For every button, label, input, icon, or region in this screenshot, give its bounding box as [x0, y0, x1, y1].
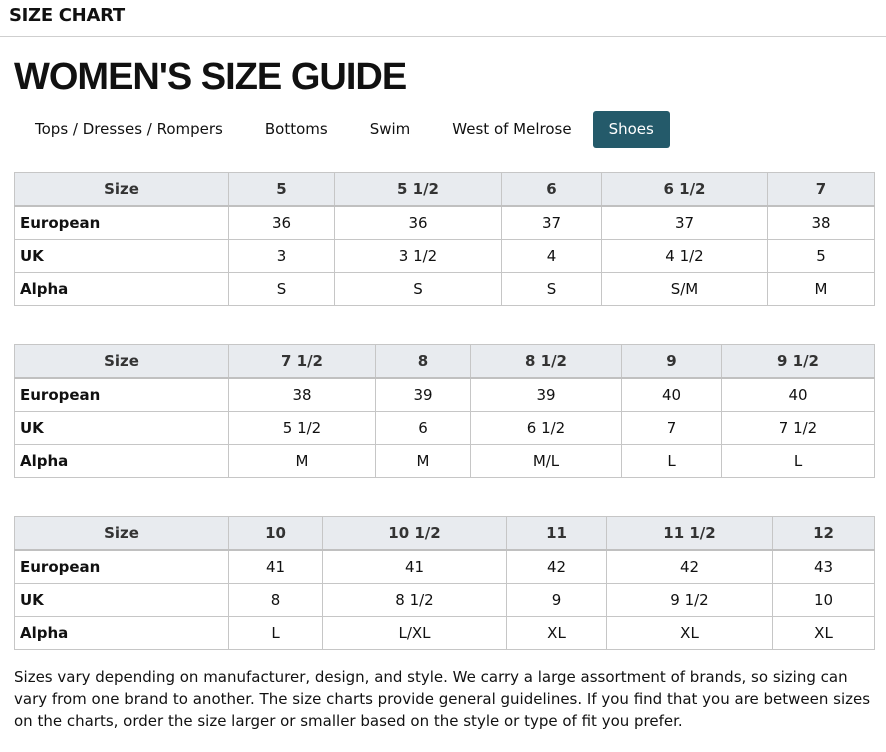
column-header: 7 1/2 [228, 344, 376, 379]
table-cell: L [621, 444, 722, 478]
table-cell: 7 [621, 411, 722, 445]
table-header-row: Size 10 10 1/2 11 11 1/2 12 [14, 516, 875, 551]
table-row: UK 5 1/2 6 6 1/2 7 7 1/2 [14, 411, 875, 445]
table-cell: 5 [767, 239, 875, 273]
column-header: 9 [621, 344, 722, 379]
table-cell: 4 1/2 [601, 239, 768, 273]
column-header: 6 [501, 172, 602, 207]
table-cell: 41 [228, 549, 323, 584]
table-cell: XL [772, 616, 875, 650]
table-cell: 36 [228, 205, 335, 240]
table-cell: 42 [506, 549, 607, 584]
table-header-row: Size 5 5 1/2 6 6 1/2 7 [14, 172, 875, 207]
column-header: Size [14, 344, 229, 379]
table-cell: S [228, 272, 335, 306]
table-cell: 38 [228, 377, 376, 412]
table-cell: 37 [601, 205, 768, 240]
tab-shoes[interactable]: Shoes [592, 111, 670, 148]
table-cell: M [375, 444, 471, 478]
row-label: Alpha [14, 272, 229, 306]
column-header: 10 1/2 [322, 516, 507, 551]
column-header: 8 1/2 [470, 344, 622, 379]
sizing-note: Sizes vary depending on manufacturer, de… [14, 668, 871, 730]
page-title: WOMEN'S SIZE GUIDE [14, 56, 407, 98]
row-label: European [14, 377, 229, 412]
row-label: Alpha [14, 444, 229, 478]
column-header: 11 1/2 [606, 516, 773, 551]
table-cell: L [721, 444, 875, 478]
table-cell: XL [606, 616, 773, 650]
table-cell: 41 [322, 549, 507, 584]
row-label: UK [14, 583, 229, 617]
table-cell: 39 [470, 377, 622, 412]
table-cell: S [334, 272, 502, 306]
tab-bottoms[interactable]: Bottoms [264, 120, 328, 138]
table-cell: M [228, 444, 376, 478]
tab-tops-dresses-rompers[interactable]: Tops / Dresses / Rompers [35, 120, 223, 138]
table-header-row: Size 7 1/2 8 8 1/2 9 9 1/2 [14, 344, 875, 379]
column-header: 11 [506, 516, 607, 551]
table-row: Alpha L L/XL XL XL XL [14, 616, 875, 650]
table-cell: 3 1/2 [334, 239, 502, 273]
size-table-1: Size 5 5 1/2 6 6 1/2 7 European 36 36 37 37 38 UK 3 3 … [14, 172, 875, 306]
column-header: 10 [228, 516, 323, 551]
table-cell: 3 [228, 239, 335, 273]
column-header: 5 [228, 172, 335, 207]
table-row: European 41 41 42 42 43 [14, 549, 875, 584]
table-row: Alpha S S S S/M M [14, 272, 875, 306]
row-label: European [14, 549, 229, 584]
table-cell: 10 [772, 583, 875, 617]
category-tabs: Tops / Dresses / Rompers Bottoms Swim West … [14, 111, 670, 148]
tab-west-of-melrose[interactable]: West of Melrose [452, 120, 572, 138]
table-row: European 38 39 39 40 40 [14, 377, 875, 412]
table-cell: 36 [334, 205, 502, 240]
table-cell: M [767, 272, 875, 306]
table-row: UK 8 8 1/2 9 9 1/2 10 [14, 583, 875, 617]
size-table-3: Size 10 10 1/2 11 11 1/2 12 European 41 41 42 42 43… [14, 516, 875, 650]
column-header: Size [14, 172, 229, 207]
table-cell: 40 [621, 377, 722, 412]
table-cell: 40 [721, 377, 875, 412]
column-header: 8 [375, 344, 471, 379]
size-chart-header: SIZE CHART [0, 0, 886, 37]
table-cell: S [501, 272, 602, 306]
table-cell: 39 [375, 377, 471, 412]
column-header: 6 1/2 [601, 172, 768, 207]
table-cell: 37 [501, 205, 602, 240]
size-table-2: Size 7 1/2 8 8 1/2 9 9 1/2 European 38 39 39 40 40 U… [14, 344, 875, 478]
table-cell: 8 1/2 [322, 583, 507, 617]
table-cell: 9 [506, 583, 607, 617]
column-header: Size [14, 516, 229, 551]
tab-swim[interactable]: Swim [369, 120, 411, 138]
table-cell: 8 [228, 583, 323, 617]
row-label: Alpha [14, 616, 229, 650]
row-label: UK [14, 239, 229, 273]
table-cell: 5 1/2 [228, 411, 376, 445]
column-header: 9 1/2 [721, 344, 875, 379]
table-cell: 6 [375, 411, 471, 445]
table-cell: XL [506, 616, 607, 650]
table-cell: 9 1/2 [606, 583, 773, 617]
table-cell: L/XL [322, 616, 507, 650]
table-cell: 38 [767, 205, 875, 240]
table-cell: 42 [606, 549, 773, 584]
table-row: Alpha M M M/L L L [14, 444, 875, 478]
row-label: UK [14, 411, 229, 445]
table-cell: 43 [772, 549, 875, 584]
table-row: European 36 36 37 37 38 [14, 205, 875, 240]
table-row: UK 3 3 1/2 4 4 1/2 5 [14, 239, 875, 273]
table-cell: M/L [470, 444, 622, 478]
row-label: European [14, 205, 229, 240]
column-header: 12 [772, 516, 875, 551]
table-cell: L [228, 616, 323, 650]
table-cell: 6 1/2 [470, 411, 622, 445]
column-header: 7 [767, 172, 875, 207]
column-header: 5 1/2 [334, 172, 502, 207]
table-cell: 7 1/2 [721, 411, 875, 445]
table-cell: 4 [501, 239, 602, 273]
table-cell: S/M [601, 272, 768, 306]
